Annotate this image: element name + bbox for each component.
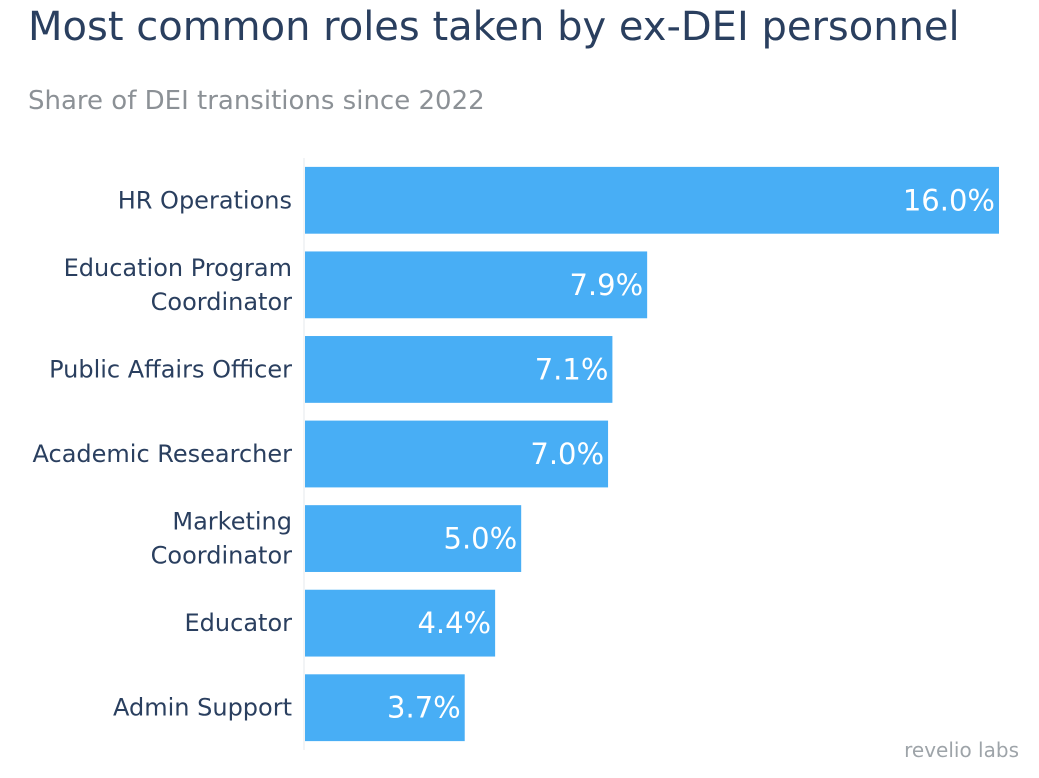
bar-value-label: 7.9% — [569, 268, 643, 302]
bar-value-label: 16.0% — [903, 183, 995, 217]
bar-value-label: 7.0% — [530, 437, 604, 471]
bar — [305, 336, 613, 403]
revelio-labs-logo: revelio labs — [904, 738, 1019, 762]
category-label: Education Program Coordinator — [64, 254, 293, 316]
chart-title: Most common roles taken by ex-DEI person… — [28, 4, 960, 50]
bar-value-label: 4.4% — [417, 606, 491, 640]
bar-value-label: 5.0% — [444, 522, 518, 556]
bar — [305, 420, 609, 488]
bar — [305, 251, 648, 319]
bar — [305, 589, 496, 657]
bar — [305, 166, 999, 234]
category-label: Academic Researcher — [33, 440, 293, 468]
category-label: Marketing Coordinator — [151, 508, 292, 570]
category-label: Public Affairs Officer — [49, 355, 292, 383]
chart-subtitle: Share of DEI transitions since 2022 — [28, 86, 485, 116]
bar — [305, 674, 465, 742]
bar — [305, 505, 522, 572]
bar-value-label: 3.7% — [387, 691, 461, 725]
bar-value-label: 7.1% — [535, 352, 609, 386]
category-label: Admin Support — [113, 694, 292, 722]
category-label: HR Operations — [118, 186, 292, 214]
category-label: Educator — [185, 609, 293, 637]
